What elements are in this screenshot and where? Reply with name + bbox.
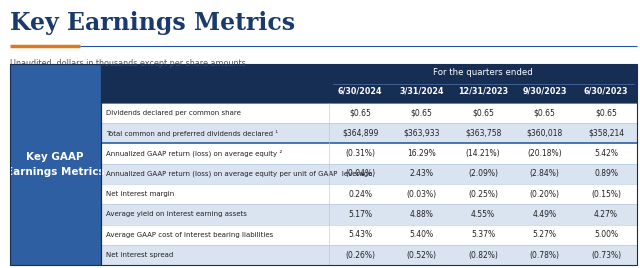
Text: 2.43%: 2.43% (410, 169, 434, 178)
Text: Net interest spread: Net interest spread (106, 252, 173, 258)
Text: $363,758: $363,758 (465, 129, 501, 137)
Text: $0.65: $0.65 (472, 108, 494, 117)
Text: Average yield on interest earning assets: Average yield on interest earning assets (106, 211, 246, 217)
Bar (100, 64, 637, 103)
Text: 0.24%: 0.24% (348, 189, 372, 199)
Text: (0.31%): (0.31%) (345, 149, 375, 158)
Text: 6/30/2023: 6/30/2023 (584, 87, 628, 96)
Text: $0.65: $0.65 (595, 108, 617, 117)
Bar (10, 64, 100, 265)
Text: 5.43%: 5.43% (348, 230, 372, 239)
Text: (0.04%): (0.04%) (345, 169, 375, 178)
Text: Dividends declared per common share: Dividends declared per common share (106, 110, 241, 116)
Bar (100, 204, 637, 225)
Text: $363,933: $363,933 (403, 129, 440, 137)
Text: (0.73%): (0.73%) (591, 251, 621, 260)
Bar (100, 143, 637, 163)
Text: 5.27%: 5.27% (532, 230, 557, 239)
Text: (0.26%): (0.26%) (345, 251, 375, 260)
Text: Average GAAP cost of interest bearing liabilities: Average GAAP cost of interest bearing li… (106, 232, 273, 238)
Text: (0.03%): (0.03%) (406, 189, 436, 199)
Text: Total common and preferred dividends declared ¹: Total common and preferred dividends dec… (106, 129, 278, 136)
Text: $0.65: $0.65 (534, 108, 556, 117)
Bar (100, 245, 637, 265)
Text: (0.52%): (0.52%) (406, 251, 436, 260)
Text: 5.42%: 5.42% (594, 149, 618, 158)
Text: Annualized GAAP return (loss) on average equity per unit of GAAP  leverage: Annualized GAAP return (loss) on average… (106, 170, 372, 177)
Text: 16.29%: 16.29% (407, 149, 436, 158)
Text: 9/30/2023: 9/30/2023 (522, 87, 567, 96)
Text: For the quarters ended: For the quarters ended (433, 68, 533, 77)
Bar (100, 103, 637, 123)
Text: 0.89%: 0.89% (594, 169, 618, 178)
Text: (0.78%): (0.78%) (530, 251, 559, 260)
Text: (2.09%): (2.09%) (468, 169, 498, 178)
Text: Net interest margin: Net interest margin (106, 191, 174, 197)
Text: 4.27%: 4.27% (594, 210, 618, 219)
Text: (0.82%): (0.82%) (468, 251, 498, 260)
Text: Annualized GAAP return (loss) on average equity ²: Annualized GAAP return (loss) on average… (106, 150, 282, 157)
Text: Unaudited, dollars in thousands except per share amounts: Unaudited, dollars in thousands except p… (10, 59, 245, 68)
Text: 6/30/2024: 6/30/2024 (338, 87, 383, 96)
Text: Key GAAP
Earnings Metrics: Key GAAP Earnings Metrics (6, 152, 104, 177)
Text: $0.65: $0.65 (411, 108, 433, 117)
Bar (10, 64, 100, 265)
Text: (0.15%): (0.15%) (591, 189, 621, 199)
Text: (20.18%): (20.18%) (527, 149, 562, 158)
Text: 5.00%: 5.00% (594, 230, 618, 239)
Text: $364,899: $364,899 (342, 129, 378, 137)
Bar (100, 64, 637, 265)
Text: 3/31/2024: 3/31/2024 (399, 87, 444, 96)
Bar (100, 225, 637, 245)
Text: (0.25%): (0.25%) (468, 189, 498, 199)
Text: 4.88%: 4.88% (410, 210, 434, 219)
Text: 5.37%: 5.37% (471, 230, 495, 239)
Text: 12/31/2023: 12/31/2023 (458, 87, 508, 96)
Text: $358,214: $358,214 (588, 129, 624, 137)
Bar (100, 163, 637, 184)
Text: Key Earnings Metrics: Key Earnings Metrics (10, 11, 295, 35)
Text: $0.65: $0.65 (349, 108, 371, 117)
Bar (100, 123, 637, 143)
Text: 5.40%: 5.40% (410, 230, 434, 239)
Text: 4.55%: 4.55% (471, 210, 495, 219)
Text: $360,018: $360,018 (527, 129, 563, 137)
Bar (100, 184, 637, 204)
Text: (0.20%): (0.20%) (530, 189, 559, 199)
Text: 5.17%: 5.17% (348, 210, 372, 219)
Text: (14.21%): (14.21%) (466, 149, 500, 158)
Text: 4.49%: 4.49% (532, 210, 557, 219)
Text: (2.84%): (2.84%) (530, 169, 559, 178)
